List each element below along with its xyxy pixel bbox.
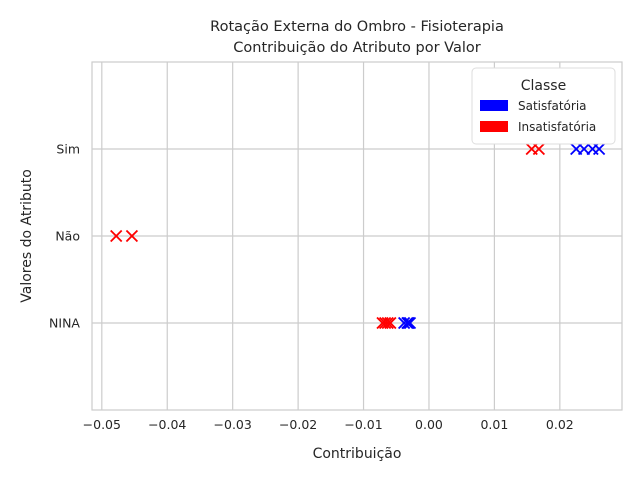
y-tick-label: Não bbox=[55, 229, 80, 244]
x-tick-label: 0.00 bbox=[415, 417, 443, 432]
legend-swatch bbox=[480, 121, 508, 132]
data-point bbox=[401, 316, 414, 330]
x-tick-label: −0.01 bbox=[344, 417, 382, 432]
y-axis-ticks: Sim Não NINA bbox=[49, 142, 80, 331]
x-axis-ticks: −0.05 −0.04 −0.03 −0.02 −0.01 0.00 0.01 0.02 bbox=[83, 417, 574, 432]
x-tick-label: −0.05 bbox=[83, 417, 121, 432]
x-tick-label: −0.03 bbox=[214, 417, 252, 432]
legend-entry: Satisfatória bbox=[518, 99, 587, 113]
data-point bbox=[397, 316, 411, 330]
x-tick-label: −0.04 bbox=[148, 417, 186, 432]
chart-subtitle: Contribuição do Atributo por Valor bbox=[233, 40, 480, 56]
data-points bbox=[110, 142, 606, 330]
legend-swatch bbox=[480, 100, 508, 111]
chart-title: Rotação Externa do Ombro - Fisioterapia bbox=[210, 19, 504, 35]
x-axis-label: Contribuição bbox=[313, 446, 402, 462]
legend-entry: Insatisfatória bbox=[518, 120, 596, 134]
data-point bbox=[384, 316, 397, 330]
legend-title: Classe bbox=[521, 78, 566, 94]
x-tick-label: −0.02 bbox=[279, 417, 317, 432]
data-point bbox=[403, 316, 417, 330]
y-tick-label: NINA bbox=[49, 316, 80, 331]
x-tick-label: 0.01 bbox=[480, 417, 508, 432]
data-point bbox=[592, 142, 606, 156]
grid-lines bbox=[92, 62, 622, 410]
data-point bbox=[402, 316, 415, 330]
y-axis-label: Valores do Atributo bbox=[19, 169, 35, 303]
legend: Classe Satisfatória Insatisfatória bbox=[471, 67, 616, 145]
data-point bbox=[125, 229, 139, 243]
data-point bbox=[110, 229, 123, 243]
chart-title-group: Rotação Externa do Ombro - Fisioterapia … bbox=[210, 19, 504, 56]
data-point bbox=[532, 142, 546, 156]
data-point bbox=[378, 316, 392, 330]
y-tick-label: Sim bbox=[56, 142, 80, 157]
x-tick-label: 0.02 bbox=[546, 417, 574, 432]
data-point bbox=[381, 316, 394, 330]
